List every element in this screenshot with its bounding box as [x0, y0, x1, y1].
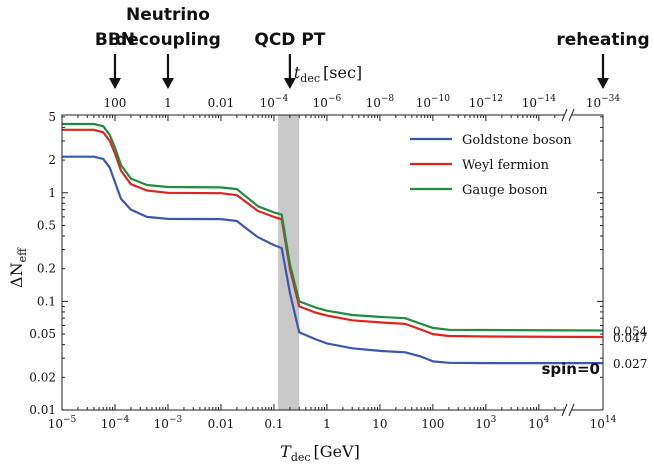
axis-break-slash: [561, 108, 568, 122]
legend-label-1: Weyl fermion: [462, 158, 550, 173]
axis-break-marks: [561, 108, 575, 417]
series-line-1: [62, 128, 604, 339]
top-tick-label: 10−8: [366, 94, 395, 110]
top-tick-label: 10−10: [416, 94, 451, 110]
axis-break-slash: [568, 108, 575, 122]
top-tick-label: 10−6: [313, 94, 342, 110]
end-label-0: 0.027: [613, 357, 647, 371]
y-tick-label: 0.1: [37, 294, 56, 308]
annotation-text-1: Neutrino: [126, 5, 210, 25]
x-tick-label: 1014: [590, 415, 617, 431]
top-tick-label: 10−4: [260, 94, 289, 110]
x-tick-label: 103: [475, 415, 496, 431]
event-annotations: BBN Neutrino decoupling QCD PT reheating: [95, 5, 650, 89]
annotation-text-0: BBN: [95, 30, 135, 50]
y-tick-labels: 0.01 0.02 0.05 0.1 0.2 0.5 1 2 5: [29, 110, 56, 417]
x-tick-label: 0.1: [264, 417, 283, 431]
x-tick-label: 10−3: [154, 415, 183, 431]
x-tick-labels: 10−5 10−4 10−3 0.01 0.1 1 10 100 103 104 1014: [48, 415, 617, 431]
top-tick-label: 0.01: [208, 96, 235, 110]
x-axis-label: Tdec [GeV]: [280, 442, 360, 464]
axis-break-slash: [568, 403, 575, 417]
annotation-arrow-head-1: [161, 78, 174, 89]
legend-label-0: Goldstone boson: [462, 133, 572, 148]
annotation-arrow-head-2: [283, 78, 296, 89]
x-tick-label: 0.01: [208, 417, 235, 431]
axis-break-slash: [561, 403, 568, 417]
top-tick-label: 10−12: [469, 94, 503, 110]
x-tick-label: 100: [421, 417, 444, 431]
y-tick-label: 0.5: [37, 218, 56, 232]
x-tick-label: 10−4: [101, 415, 130, 431]
legend-label-2: Gauge boson: [462, 183, 548, 198]
legend: Goldstone boson Weyl fermion Gauge boson: [410, 133, 572, 198]
top-axis-label: tdec [sec]: [294, 63, 362, 85]
top-tick-label: 10−34: [586, 94, 621, 110]
y-tick-label: 0.05: [29, 327, 56, 341]
series-line-2: [62, 122, 604, 332]
axis-break-gap: [564, 404, 572, 416]
annotation-arrow-head-0: [108, 78, 121, 89]
top-tick-labels: 100 1 0.01 10−4 10−6 10−8 10−10 10−12 10−14 10−34: [104, 94, 621, 110]
y-tick-label: 0.01: [29, 403, 56, 417]
top-tick-label: 100: [104, 96, 127, 110]
annotation-arrow-head-3: [597, 78, 609, 89]
end-label-1: 0.047: [613, 331, 647, 345]
x-tick-label: 104: [528, 415, 549, 431]
y-tick-label: 1: [48, 186, 56, 200]
plot-frame: [61, 114, 604, 411]
top-tick-label: 1: [164, 96, 172, 110]
series-line-0: [62, 155, 603, 365]
y-tick-label: 0.2: [37, 262, 56, 276]
annotation-text-1: decoupling: [115, 30, 221, 50]
y-tick-label: 0.02: [29, 370, 56, 384]
annotation-text-2: QCD PT: [254, 30, 325, 50]
x-tick-label: 1: [323, 417, 331, 431]
end-label-2: 0.054: [613, 324, 648, 338]
top-tick-label: 10−14: [522, 94, 557, 110]
x-tick-label: 10: [372, 417, 387, 431]
x-tick-label: 10−5: [48, 415, 77, 431]
axis-break-gap: [564, 109, 572, 121]
inset-label: spin=0: [542, 360, 601, 378]
annotation-text-3: reheating: [556, 30, 649, 50]
y-tick-label: 2: [48, 153, 56, 167]
y-tick-label: 5: [48, 110, 56, 124]
series-layer: [62, 122, 604, 365]
y-axis-label: ΔNeff: [7, 247, 29, 288]
